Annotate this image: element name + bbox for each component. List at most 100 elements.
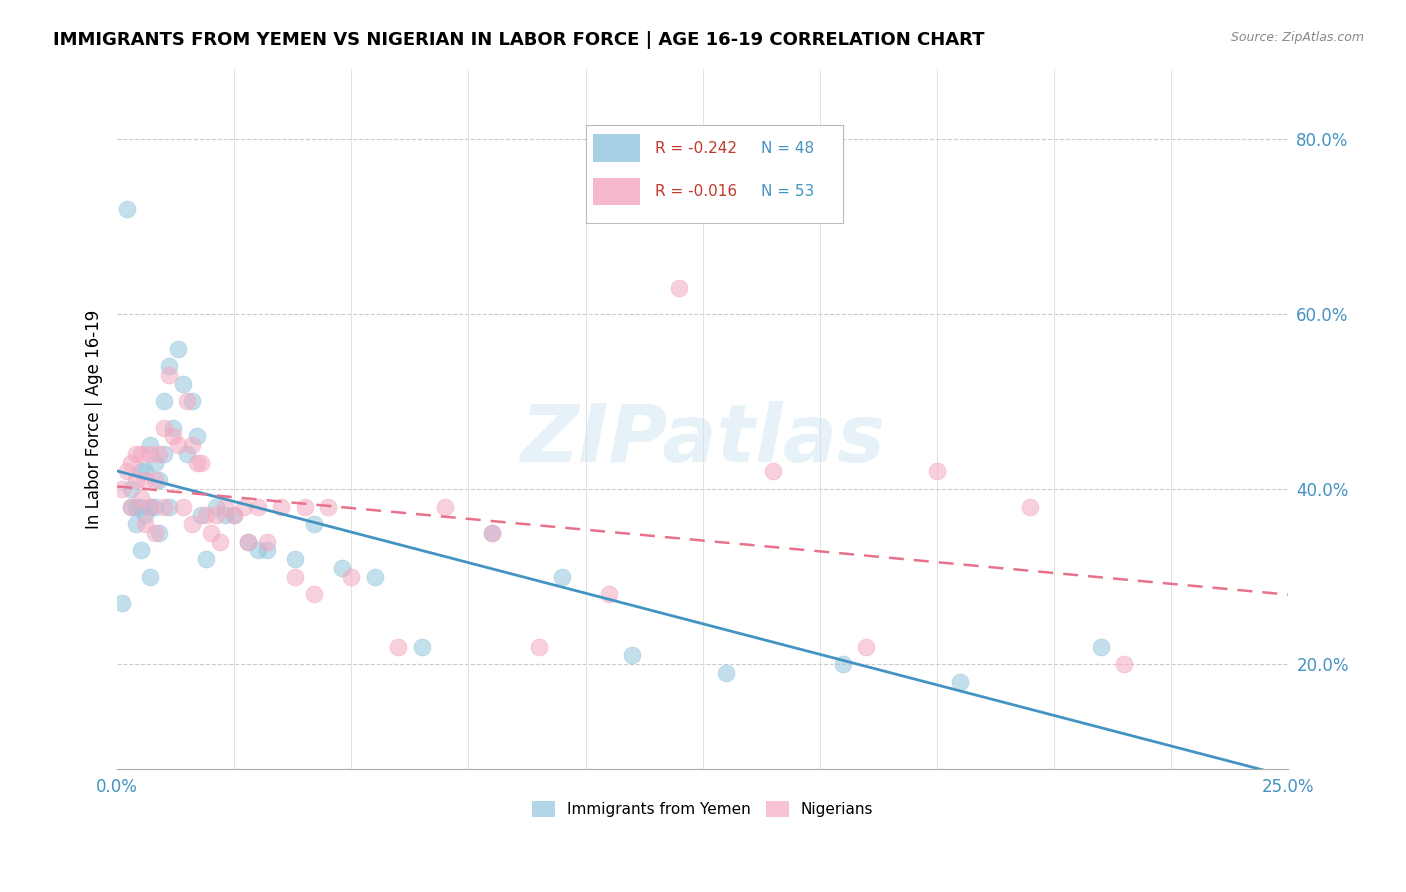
Point [224, 508, 246, 523]
Point [190, 508, 212, 523]
Point [162, 429, 184, 443]
Point [125, 473, 148, 487]
Point [139, 447, 162, 461]
Point [364, 569, 387, 583]
Point [134, 508, 156, 523]
Point [204, 508, 226, 523]
Point [181, 438, 204, 452]
Point [411, 640, 433, 654]
Point [925, 465, 948, 479]
Point [139, 500, 162, 514]
Point [214, 508, 236, 523]
Point [238, 534, 260, 549]
Point [387, 640, 409, 654]
Point [238, 534, 260, 549]
Point [204, 500, 226, 514]
Point [143, 500, 166, 514]
Point [148, 525, 170, 540]
Point [224, 508, 246, 523]
Point [167, 342, 190, 356]
Text: Source: ZipAtlas.com: Source: ZipAtlas.com [1230, 31, 1364, 45]
Text: ZIPatlas: ZIPatlas [520, 401, 886, 479]
Point [186, 429, 208, 443]
Point [246, 543, 269, 558]
Point [111, 596, 134, 610]
Point [181, 394, 204, 409]
Point [115, 202, 138, 216]
Point [330, 561, 353, 575]
Point [256, 534, 278, 549]
Point [120, 500, 142, 514]
Point [120, 456, 142, 470]
Point [129, 500, 152, 514]
Point [153, 447, 176, 461]
Point [143, 525, 166, 540]
Point [186, 456, 208, 470]
Point [200, 525, 222, 540]
Point [139, 569, 162, 583]
Point [181, 516, 204, 531]
Point [139, 500, 162, 514]
Point [598, 587, 620, 601]
Point [157, 368, 180, 383]
Point [162, 420, 184, 434]
Point [832, 657, 855, 672]
Point [129, 465, 152, 479]
Point [621, 648, 644, 663]
Point [527, 640, 550, 654]
Point [129, 491, 152, 505]
Point [148, 473, 170, 487]
Point [125, 516, 148, 531]
Point [172, 376, 194, 391]
Point [714, 665, 737, 680]
Point [176, 447, 198, 461]
Point [153, 394, 176, 409]
Point [481, 525, 503, 540]
Point [284, 552, 307, 566]
Y-axis label: In Labor Force | Age 16-19: In Labor Force | Age 16-19 [86, 310, 103, 529]
Point [120, 500, 142, 514]
Point [139, 438, 162, 452]
Point [209, 534, 232, 549]
Point [214, 500, 236, 514]
Point [129, 447, 152, 461]
Point [111, 482, 134, 496]
Text: IMMIGRANTS FROM YEMEN VS NIGERIAN IN LABOR FORCE | AGE 16-19 CORRELATION CHART: IMMIGRANTS FROM YEMEN VS NIGERIAN IN LAB… [53, 31, 986, 49]
Point [340, 569, 363, 583]
Point [232, 500, 254, 514]
Point [134, 465, 156, 479]
Point [134, 516, 156, 531]
Point [1090, 640, 1112, 654]
Point [120, 482, 142, 496]
Point [148, 447, 170, 461]
Point [294, 500, 316, 514]
Point [270, 500, 292, 514]
Point [855, 640, 877, 654]
Point [129, 543, 152, 558]
Point [153, 500, 176, 514]
Point [284, 569, 307, 583]
Point [302, 587, 325, 601]
Point [302, 516, 325, 531]
Point [157, 359, 180, 374]
Point [1112, 657, 1135, 672]
Point [134, 473, 156, 487]
Point [143, 456, 166, 470]
Point [195, 508, 218, 523]
Point [172, 500, 194, 514]
Point [167, 438, 190, 452]
Point [246, 500, 269, 514]
Point [115, 465, 138, 479]
Point [143, 473, 166, 487]
Point [551, 569, 574, 583]
Legend: Immigrants from Yemen, Nigerians: Immigrants from Yemen, Nigerians [524, 794, 882, 825]
Point [176, 394, 198, 409]
Point [256, 543, 278, 558]
Point [190, 456, 212, 470]
Point [1019, 500, 1042, 514]
Point [949, 674, 972, 689]
Point [157, 500, 180, 514]
Point [195, 552, 218, 566]
Point [668, 280, 690, 294]
Point [762, 465, 785, 479]
